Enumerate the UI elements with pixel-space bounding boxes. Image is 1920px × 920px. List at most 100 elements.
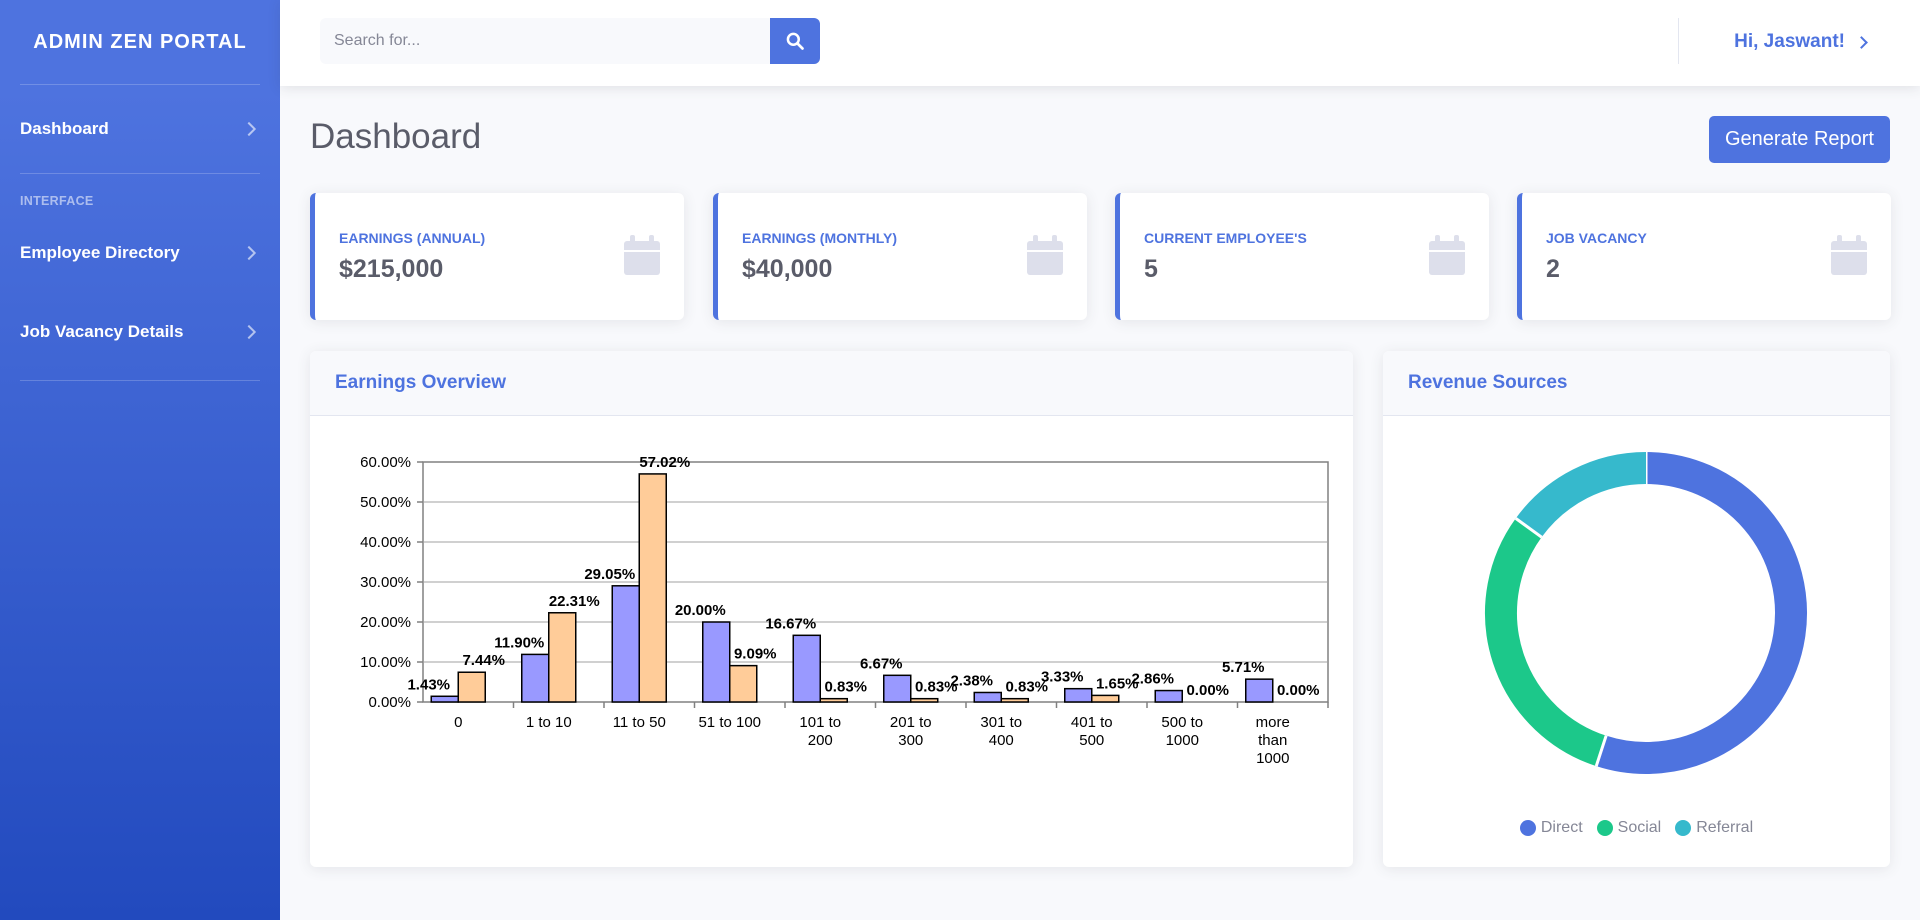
y-tick-label: 20.00%: [360, 614, 411, 631]
data-label: 57.02%: [639, 454, 690, 471]
sidebar-divider: [20, 380, 260, 381]
x-tick-label: 11 to 50: [613, 714, 666, 731]
brand-title[interactable]: ADMIN ZEN PORTAL: [33, 30, 247, 53]
stat-value: 5: [1144, 255, 1158, 283]
y-tick-label: 50.00%: [360, 494, 411, 511]
earnings-overview-title: Earnings Overview: [310, 351, 1353, 416]
data-label: 1.43%: [407, 676, 450, 693]
y-tick-label: 10.00%: [360, 654, 411, 671]
chevron-right-icon: [241, 121, 257, 137]
revenue-legend: Direct Social Referral: [1383, 819, 1890, 837]
x-tick-label: 300: [898, 732, 923, 749]
x-tick-label: than: [1258, 732, 1287, 749]
legend-dot-icon: [1596, 820, 1613, 836]
x-tick-label: 1000: [1256, 750, 1289, 767]
bar-series-1: [521, 653, 550, 703]
search-button[interactable]: [770, 18, 820, 64]
revenue-sources-title: Revenue Sources: [1383, 351, 1890, 416]
stat-card-current-employees: CURRENT EMPLOYEE'S 5: [1115, 193, 1489, 320]
data-label: 9.09%: [734, 646, 777, 663]
data-label: 11.90%: [494, 634, 544, 651]
bar-series-1: [883, 674, 912, 703]
legend-dot-icon: [1675, 820, 1692, 836]
data-label: 3.33%: [1041, 669, 1084, 686]
legend-dot-icon: [1519, 820, 1536, 836]
search-bar: [320, 18, 820, 64]
sidebar-item-label: Job Vacancy Details: [20, 322, 184, 341]
legend-item-social[interactable]: Social: [1596, 819, 1662, 837]
y-tick-label: 40.00%: [360, 534, 411, 551]
topbar-divider: [1678, 18, 1679, 64]
bar-series-2: [1000, 697, 1029, 703]
calendar-icon: [1831, 235, 1867, 275]
search-input[interactable]: [320, 18, 770, 64]
stat-card-earnings-annual: EARNINGS (ANNUAL) $215,000: [310, 193, 684, 320]
page-title: Dashboard: [310, 117, 482, 156]
x-tick-label: 400: [989, 732, 1014, 749]
bar-series-1: [611, 585, 640, 703]
legend-item-referral[interactable]: Referral: [1675, 819, 1753, 837]
data-label: 0.83%: [1005, 679, 1048, 696]
bar-series-1: [430, 695, 459, 703]
sidebar-divider: [20, 173, 260, 174]
user-greeting: Hi, Jaswant!: [1734, 31, 1845, 52]
bar-series-1: [702, 621, 731, 703]
y-tick-label: 30.00%: [360, 574, 411, 591]
x-tick-label: 401 to: [1071, 714, 1113, 731]
calendar-icon: [624, 235, 660, 275]
generate-report-button[interactable]: Generate Report: [1709, 116, 1890, 163]
data-label: 22.31%: [549, 593, 600, 610]
bar-series-2: [729, 664, 758, 703]
y-tick-label: 0.00%: [368, 694, 411, 711]
user-menu[interactable]: Hi, Jaswant!: [1734, 0, 1872, 84]
stat-label: JOB VACANCY: [1546, 230, 1647, 246]
legend-item-direct[interactable]: Direct: [1519, 819, 1583, 837]
donut-slice-referral[interactable]: [1515, 452, 1647, 538]
sidebar-heading: INTERFACE: [20, 194, 94, 208]
data-label: 0.83%: [824, 679, 867, 696]
bar-series-1: [973, 691, 1002, 703]
earnings-overview-card: Earnings Overview 0.00% 10.00% 20.00% 30.00…: [310, 351, 1353, 867]
sidebar: ADMIN ZEN PORTAL Dashboard INTERFACE Emp…: [0, 0, 280, 920]
x-tick-label: 500 to: [1161, 714, 1203, 731]
revenue-donut-chart: [1485, 452, 1807, 774]
sidebar-item-dashboard[interactable]: Dashboard: [0, 85, 280, 173]
calendar-icon: [1027, 235, 1063, 275]
sidebar-item-employee-directory[interactable]: Employee Directory: [0, 222, 280, 284]
stat-value: $215,000: [339, 255, 444, 283]
chevron-right-icon: [241, 245, 257, 261]
stat-label: EARNINGS (MONTHLY): [742, 230, 898, 246]
bar-series-2: [910, 697, 939, 703]
sidebar-divider: [20, 84, 260, 85]
x-tick-label: 500: [1079, 732, 1104, 749]
calendar-icon: [1429, 235, 1465, 275]
y-tick-label: 60.00%: [360, 454, 411, 471]
x-tick-label: 301 to: [980, 714, 1022, 731]
donut-slice-direct[interactable]: [1596, 452, 1807, 774]
data-label: 6.67%: [860, 655, 903, 672]
x-tick-label: 1000: [1166, 732, 1199, 749]
sidebar-item-job-vacancy-details[interactable]: Job Vacancy Details: [0, 284, 280, 380]
chevron-right-icon: [1855, 35, 1868, 49]
stat-label: EARNINGS (ANNUAL): [339, 230, 486, 246]
bar-series-1: [1154, 689, 1183, 703]
chevron-right-icon: [241, 324, 257, 340]
stat-card-job-vacancy: JOB VACANCY 2: [1517, 193, 1891, 320]
search-icon: [786, 32, 804, 50]
donut-slice-social[interactable]: [1485, 518, 1607, 767]
stat-card-earnings-monthly: EARNINGS (MONTHLY) $40,000: [713, 193, 1087, 320]
slice-separator: [1514, 517, 1543, 539]
bar-series-2: [457, 671, 486, 703]
stat-value: 2: [1546, 255, 1560, 283]
x-tick-label: more: [1256, 714, 1290, 731]
data-label: 16.67%: [765, 615, 816, 632]
x-tick-label: 0: [454, 714, 462, 731]
sidebar-item-label: Employee Directory: [20, 243, 180, 262]
legend-label: Social: [1617, 819, 1662, 836]
bar-series-2: [638, 473, 667, 703]
x-tick-label: 101 to: [799, 714, 841, 731]
slice-separator: [1594, 735, 1608, 767]
data-label: 0.00%: [1277, 682, 1320, 699]
bar-series-1: [1064, 687, 1093, 703]
legend-label: Direct: [1540, 819, 1583, 836]
